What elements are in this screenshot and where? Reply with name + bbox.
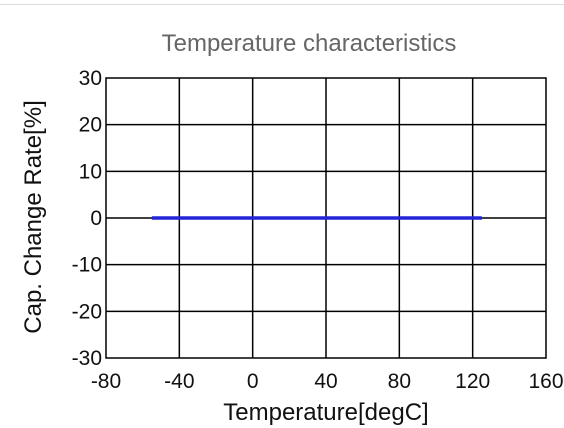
y-tick-label: 10: [79, 160, 102, 183]
top-divider: [0, 4, 564, 5]
plot-frame: [105, 77, 547, 359]
chart-title: Temperature characteristics: [162, 30, 457, 57]
x-tick-label: -40: [164, 370, 194, 393]
x-tick-label: -80: [91, 370, 121, 393]
x-tick-label: 40: [314, 370, 337, 393]
y-tick-label: 30: [79, 67, 102, 90]
x-tick-label: 160: [528, 370, 563, 393]
x-tick-label: 80: [388, 370, 411, 393]
x-tick-label: 120: [455, 370, 490, 393]
y-tick-label: 0: [90, 207, 102, 230]
y-axis-label: Cap. Change Rate[%]: [20, 100, 47, 333]
grid: [106, 78, 546, 358]
y-tick-label: 20: [79, 114, 102, 137]
y-tick-label: -10: [72, 254, 102, 277]
y-tick-label: -20: [72, 300, 102, 323]
x-axis-label: Temperature[degC]: [223, 399, 428, 426]
y-tick-labels: 30 20 10 0 -10 -20 -30: [72, 67, 102, 370]
y-tick-label: -30: [72, 347, 102, 370]
x-tick-labels: -80 -40 0 40 80 120 160: [91, 370, 564, 393]
x-tick-label: 0: [247, 370, 259, 393]
